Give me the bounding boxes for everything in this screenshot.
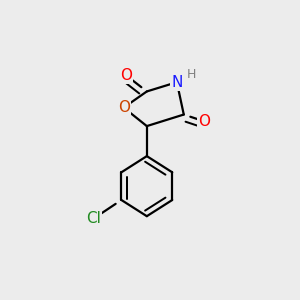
Text: O: O: [120, 68, 132, 83]
Text: O: O: [118, 100, 130, 115]
Text: H: H: [187, 68, 196, 81]
Text: O: O: [199, 114, 211, 129]
Text: N: N: [171, 75, 182, 90]
Text: Cl: Cl: [86, 211, 101, 226]
